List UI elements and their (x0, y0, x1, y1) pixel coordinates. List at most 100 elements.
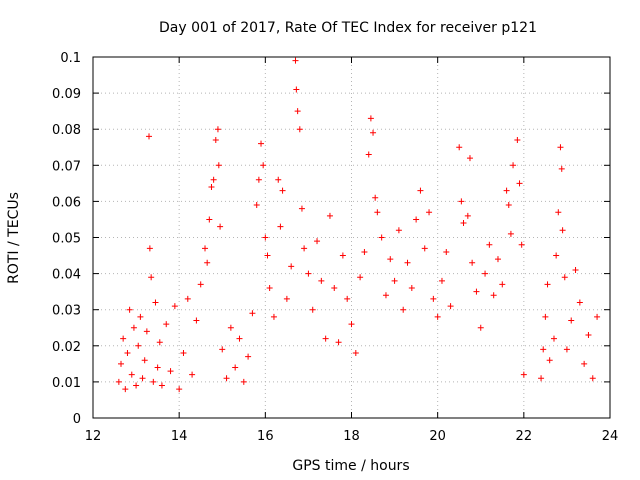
data-point (518, 241, 525, 248)
data-point (115, 378, 122, 385)
data-point (146, 245, 153, 252)
data-point (158, 382, 165, 389)
data-point (219, 346, 226, 353)
data-point (275, 176, 282, 183)
data-point (206, 216, 213, 223)
data-point (473, 288, 480, 295)
data-point (434, 313, 441, 320)
data-point (430, 295, 437, 302)
data-point (204, 259, 211, 266)
data-point (232, 364, 239, 371)
data-point (404, 259, 411, 266)
data-point (408, 285, 415, 292)
data-point (477, 324, 484, 331)
data-point (139, 375, 146, 382)
x-tick-label: 18 (343, 429, 360, 444)
data-point (460, 220, 467, 227)
data-point (563, 346, 570, 353)
data-point (540, 346, 547, 353)
data-point (367, 115, 374, 122)
x-tick-label: 12 (85, 429, 102, 444)
chart-title: Day 001 of 2017, Rate Of TEC Index for r… (159, 20, 537, 36)
data-point (482, 270, 489, 277)
data-point (514, 137, 521, 144)
data-point (294, 108, 301, 115)
data-point (348, 321, 355, 328)
data-point (466, 155, 473, 162)
data-point (490, 292, 497, 299)
grid (93, 57, 610, 418)
data-point (365, 151, 372, 158)
data-point (135, 342, 142, 349)
data-point (150, 378, 157, 385)
data-point (391, 277, 398, 284)
data-point (210, 176, 217, 183)
data-point (499, 281, 506, 288)
data-point (214, 126, 221, 133)
x-tick-label: 20 (429, 429, 446, 444)
data-point (576, 299, 583, 306)
data-point (335, 339, 342, 346)
data-point (505, 202, 512, 209)
data-point (260, 162, 267, 169)
data-point (208, 183, 215, 190)
data-point (283, 295, 290, 302)
data-point (550, 335, 557, 342)
y-axis-title: ROTI / TECUs (6, 192, 22, 284)
data-point (122, 386, 129, 393)
data-point (223, 375, 230, 382)
data-point (227, 324, 234, 331)
y-tick-label: 0.1 (60, 51, 81, 66)
data-point (542, 313, 549, 320)
data-point (382, 292, 389, 299)
data-point (298, 205, 305, 212)
y-tick-label: 0.04 (52, 268, 81, 283)
data-point (589, 375, 596, 382)
data-point (503, 187, 510, 194)
data-point (387, 256, 394, 263)
data-point (189, 371, 196, 378)
y-tick-label: 0 (73, 412, 81, 427)
data-point (126, 306, 133, 313)
data-point (555, 209, 562, 216)
data-point (344, 295, 351, 302)
y-tick-label: 0.07 (52, 159, 81, 174)
data-point (544, 281, 551, 288)
data-point (279, 187, 286, 194)
y-tick-label: 0.08 (52, 123, 81, 138)
data-point (253, 202, 260, 209)
data-point (193, 317, 200, 324)
data-point (118, 360, 125, 367)
data-point (156, 339, 163, 346)
data-point (128, 371, 135, 378)
data-point (309, 306, 316, 313)
data-point (130, 324, 137, 331)
data-point (270, 313, 277, 320)
data-point (456, 144, 463, 151)
data-point (374, 209, 381, 216)
data-point (520, 371, 527, 378)
data-point (458, 198, 465, 205)
data-point (438, 277, 445, 284)
data-point (326, 212, 333, 219)
data-point (143, 328, 150, 335)
y-tick-label: 0.05 (52, 232, 81, 247)
data-point (148, 274, 155, 281)
data-point (163, 321, 170, 328)
data-point (202, 245, 209, 252)
axis-ticks (92, 56, 611, 419)
data-point (152, 299, 159, 306)
data-point (494, 256, 501, 263)
y-tick-label: 0.02 (52, 340, 81, 355)
y-tick-label: 0.09 (52, 87, 81, 102)
data-point (167, 368, 174, 375)
y-tick-label: 0.03 (52, 304, 81, 319)
data-point (137, 313, 144, 320)
data-point (262, 234, 269, 241)
data-point (361, 248, 368, 255)
data-point (426, 209, 433, 216)
data-point (557, 144, 564, 151)
x-tick-label: 16 (257, 429, 274, 444)
data-point (292, 57, 299, 64)
data-point (395, 227, 402, 234)
